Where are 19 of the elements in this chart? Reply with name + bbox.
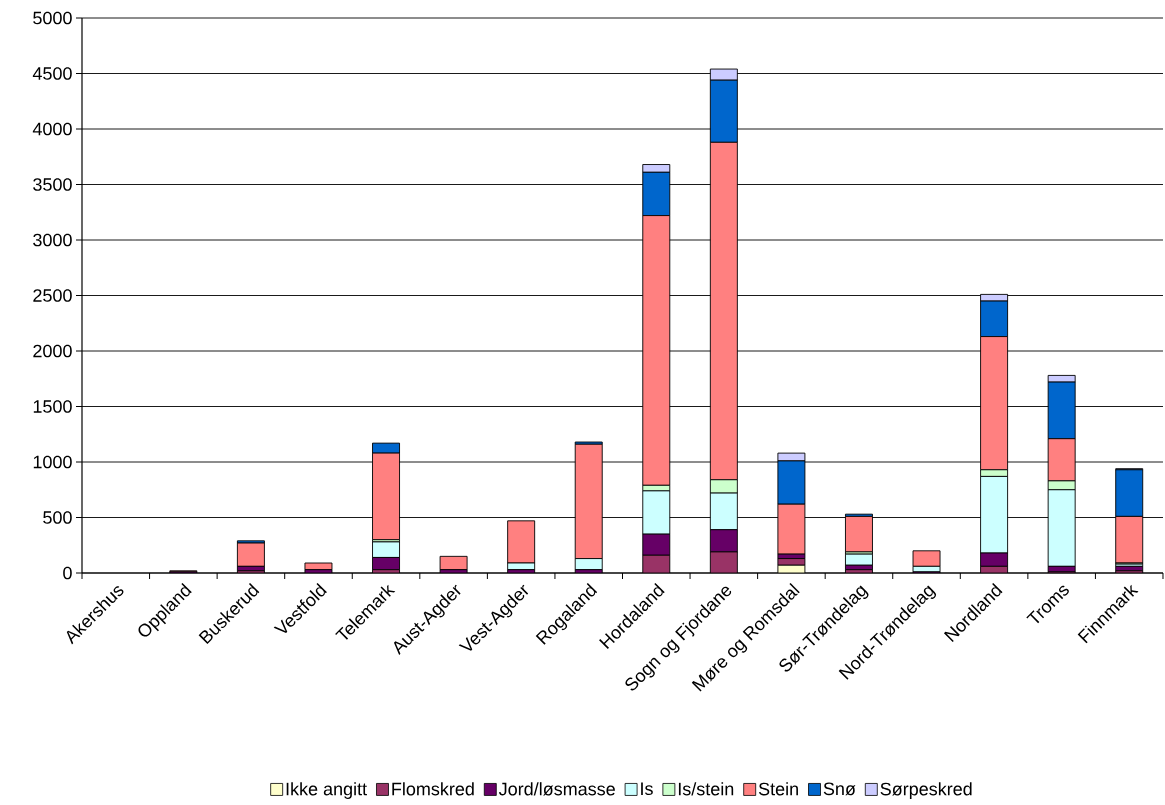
y-tick-label: 1000	[33, 455, 72, 469]
y-tick-label: 2500	[33, 289, 72, 302]
y-tick-label: 3500	[33, 178, 72, 191]
legend-label: Stein	[758, 782, 798, 796]
legend-label: Jord/løsmasse	[498, 782, 615, 796]
legend-label: Snø	[823, 782, 856, 796]
y-tick-label: 500	[43, 511, 72, 524]
legend-label: Is/stein	[678, 782, 734, 796]
y-tick-label: 1500	[33, 400, 72, 413]
y-tick-label: 4500	[32, 67, 72, 80]
y-tick-label: 5000	[33, 11, 72, 25]
legend-label: Is	[641, 782, 653, 796]
y-tick-label: 4000	[32, 122, 72, 136]
y-tick-label: 3000	[33, 233, 72, 247]
legend-label: Sørpeskred	[880, 782, 972, 799]
y-tick-label: 2000	[33, 344, 72, 358]
legend-label: Ikke angitt	[286, 782, 367, 799]
legend-label: Flomskred	[392, 782, 474, 796]
y-tick-label: 0	[63, 566, 72, 580]
